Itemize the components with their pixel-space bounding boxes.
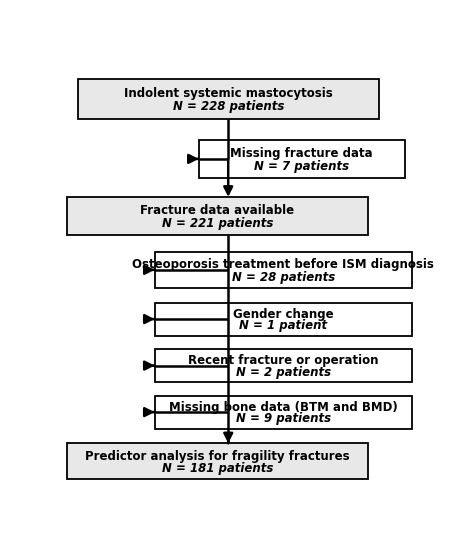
FancyBboxPatch shape xyxy=(78,79,379,119)
Text: Fracture data available: Fracture data available xyxy=(140,204,294,217)
FancyBboxPatch shape xyxy=(155,396,412,429)
FancyBboxPatch shape xyxy=(199,140,405,178)
Text: Recent fracture or operation: Recent fracture or operation xyxy=(188,355,379,367)
Text: N = 1 patient: N = 1 patient xyxy=(239,319,328,332)
Text: Predictor analysis for fragility fractures: Predictor analysis for fragility fractur… xyxy=(85,450,349,463)
Text: N = 7 patients: N = 7 patients xyxy=(254,160,349,173)
Text: Indolent systemic mastocytosis: Indolent systemic mastocytosis xyxy=(124,87,333,99)
FancyBboxPatch shape xyxy=(155,252,412,288)
FancyBboxPatch shape xyxy=(155,302,412,335)
FancyBboxPatch shape xyxy=(66,197,368,235)
Text: N = 28 patients: N = 28 patients xyxy=(232,271,335,283)
Text: Osteoporosis treatment before ISM diagnosis: Osteoporosis treatment before ISM diagno… xyxy=(132,259,434,271)
Text: N = 228 patients: N = 228 patients xyxy=(173,100,284,113)
FancyBboxPatch shape xyxy=(155,349,412,382)
Text: Gender change: Gender change xyxy=(233,308,334,321)
Text: N = 221 patients: N = 221 patients xyxy=(162,217,273,230)
Text: N = 181 patients: N = 181 patients xyxy=(162,462,273,475)
Text: Missing bone data (BTM and BMD): Missing bone data (BTM and BMD) xyxy=(169,401,398,414)
FancyBboxPatch shape xyxy=(66,444,368,479)
Text: N = 9 patients: N = 9 patients xyxy=(236,412,331,425)
Text: N = 2 patients: N = 2 patients xyxy=(236,366,331,379)
Text: Missing fracture data: Missing fracture data xyxy=(230,147,373,160)
